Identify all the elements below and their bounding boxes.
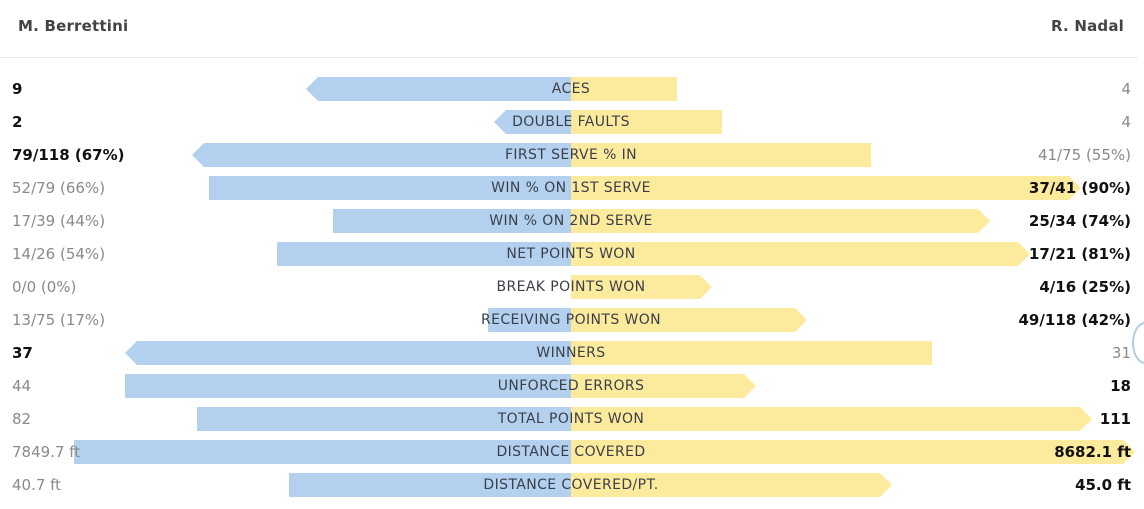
right-player-value: 49/118 (42%) [1018,311,1132,329]
right-player-value: 31 [1111,344,1131,362]
left-player-value: 79/118 (67%) [12,146,125,164]
stat-label: DOUBLE FAULTS [512,114,630,130]
stat-row: 17/39 (44%) WIN % ON 2ND SERVE 25/34 (74%) [0,209,1144,233]
stat-label: FIRST SERVE % IN [504,147,638,163]
stat-label: WINNERS [536,345,606,361]
left-player-bar [125,341,571,365]
left-player-bar [125,374,571,398]
right-player-bar [571,473,892,497]
right-player-value: 111 [1099,410,1131,428]
stat-label: RECEIVING POINTS WON [480,312,662,328]
right-player-bar [571,176,1081,200]
stat-label: DISTANCE COVERED [496,444,646,460]
left-player-bar [74,440,571,464]
stat-row: 7849.7 ft DISTANCE COVERED 8682.1 ft [0,440,1144,464]
left-player-value: 17/39 (44%) [12,212,106,230]
stat-label: UNFORCED ERRORS [497,378,645,394]
right-player-value: 4 [1121,80,1131,98]
stat-row: 0/0 (0%) BREAK POINTS WON 4/16 (25%) [0,275,1144,299]
stat-row: 52/79 (66%) WIN % ON 1ST SERVE 37/41 (90%) [0,176,1144,200]
left-player-bar [289,473,571,497]
right-player-bar [571,143,871,167]
stat-label: TOTAL POINTS WON [497,411,645,427]
right-player-value: 45.0 ft [1075,476,1131,494]
right-player-bar [571,275,712,299]
right-player-bar [571,374,756,398]
right-player-bar [571,440,1135,464]
left-player-value: 13/75 (17%) [12,311,106,329]
left-player-value: 37 [12,344,33,362]
left-player-bar [209,176,571,200]
right-player-value: 8682.1 ft [1054,443,1131,461]
left-player-value: 52/79 (66%) [12,179,106,197]
stat-row: 2 DOUBLE FAULTS 4 [0,110,1144,134]
right-player-bar [571,341,932,365]
stat-label: ACES [551,81,591,97]
stat-label: DISTANCE COVERED/PT. [483,477,659,493]
left-player-value: 40.7 ft [12,476,62,494]
left-player-bar [306,77,571,101]
player-left-name: M. Berrettini [18,17,129,35]
right-player-bar [571,308,807,332]
right-player-value: 17/21 (81%) [1028,245,1131,263]
stat-row: 9 ACES 4 [0,77,1144,101]
stat-row: 14/26 (54%) NET POINTS WON 17/21 (81%) [0,242,1144,266]
left-player-value: 9 [12,80,23,98]
stat-label: BREAK POINTS WON [496,279,646,295]
left-player-value: 14/26 (54%) [12,245,106,263]
left-player-bar [277,242,571,266]
left-player-value: 0/0 (0%) [12,278,77,296]
stat-row: 79/118 (67%) FIRST SERVE % IN 41/75 (55%) [0,143,1144,167]
left-player-value: 7849.7 ft [12,443,81,461]
right-player-bar [571,110,722,134]
right-player-value: 41/75 (55%) [1037,146,1131,164]
right-player-bar [571,209,990,233]
stat-row: 13/75 (17%) RECEIVING POINTS WON 49/118 (4… [0,308,1144,332]
left-player-value: 2 [12,113,23,131]
left-player-bar [488,308,571,332]
right-player-bar [571,77,677,101]
stat-row: 44 UNFORCED ERRORS 18 [0,374,1144,398]
left-player-value: 44 [12,377,32,395]
left-player-bar [192,143,571,167]
stat-row: 37 WINNERS 31 [0,341,1144,365]
players-header: M. Berrettini R. Nadal [0,0,1138,58]
stat-label: WIN % ON 2ND SERVE [489,213,653,229]
stat-label: WIN % ON 1ST SERVE [491,180,651,196]
right-player-value: 25/34 (74%) [1028,212,1131,230]
right-player-bar [571,242,1030,266]
stat-row: 40.7 ft DISTANCE COVERED/PT. 45.0 ft [0,473,1144,497]
right-player-value: 4/16 (25%) [1039,278,1131,296]
left-player-bar [197,407,571,431]
left-player-value: 82 [12,410,32,428]
left-player-bar [494,110,571,134]
right-player-value: 18 [1110,377,1131,395]
right-player-value: 4 [1121,113,1131,131]
stat-row: 82 TOTAL POINTS WON 111 [0,407,1144,431]
right-player-value: 37/41 (90%) [1028,179,1131,197]
stat-label: NET POINTS WON [506,246,636,262]
right-player-bar [571,407,1092,431]
player-right-name: R. Nadal [1050,17,1124,35]
left-player-bar [333,209,571,233]
